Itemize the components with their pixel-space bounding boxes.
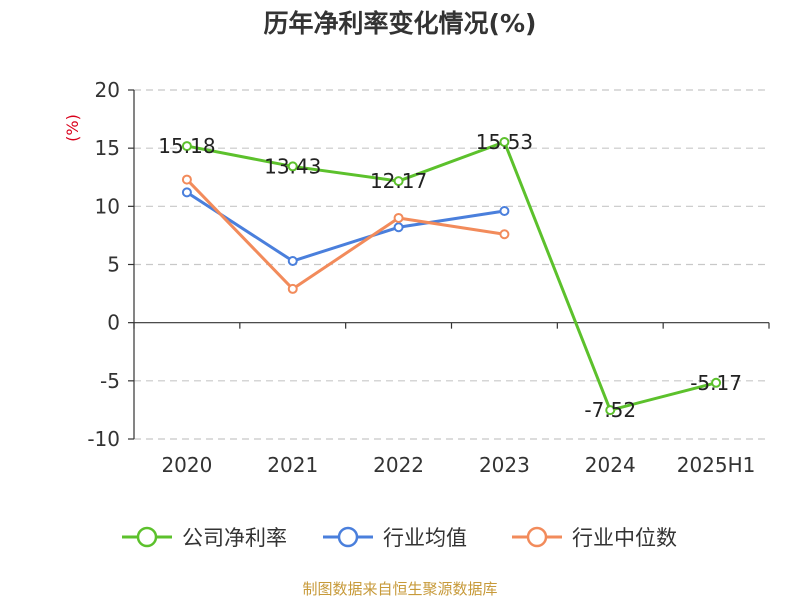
data-label: 12.17	[370, 169, 427, 193]
data-label: -7.52	[584, 398, 636, 422]
legend-marker-icon	[337, 526, 359, 548]
y-tick-label: 20	[95, 78, 120, 102]
x-tick-label: 2025H1	[677, 453, 756, 477]
legend-label: 行业中位数	[572, 526, 677, 550]
data-label: 13.43	[264, 154, 321, 178]
legend-marker-icon	[526, 526, 548, 548]
data-point[interactable]	[181, 187, 192, 198]
data-point[interactable]	[287, 283, 298, 294]
data-point[interactable]	[393, 176, 404, 187]
legend-item-0[interactable]: 公司净利率	[122, 526, 287, 550]
legend-item-1[interactable]: 行业均值	[323, 526, 467, 550]
data-point[interactable]	[605, 405, 616, 416]
data-point[interactable]	[287, 256, 298, 267]
data-point[interactable]	[711, 377, 722, 388]
legend-label: 行业均值	[383, 526, 467, 550]
y-tick-label: 15	[95, 136, 120, 160]
y-tick-label: 5	[107, 253, 120, 277]
data-point[interactable]	[393, 212, 404, 223]
data-label: 15.18	[158, 134, 215, 158]
chart-title: 历年净利率变化情况(%)	[264, 9, 537, 38]
series-group	[181, 137, 722, 416]
legend-item-2[interactable]: 行业中位数	[512, 526, 677, 550]
data-label: -5.17	[690, 371, 742, 395]
data-point[interactable]	[287, 161, 298, 172]
series-line-2	[185, 178, 505, 291]
data-label: 15.53	[476, 130, 533, 154]
x-tick-label: 2020	[161, 453, 212, 477]
y-tick-label: -10	[87, 427, 120, 451]
x-tick-label: 2022	[373, 453, 424, 477]
data-point[interactable]	[181, 174, 192, 185]
series-line-0	[186, 140, 717, 412]
y-tick-label: -5	[100, 369, 120, 393]
data-point[interactable]	[499, 229, 510, 240]
grid-lines	[134, 89, 769, 440]
legend-marker-icon	[136, 526, 158, 548]
data-point[interactable]	[181, 141, 192, 152]
source-note: 制图数据来自恒生聚源数据库	[302, 580, 497, 598]
legend[interactable]: 公司净利率 行业均值 行业中位数	[122, 526, 677, 550]
data-point[interactable]	[499, 137, 510, 148]
legend-label: 公司净利率	[182, 526, 287, 550]
y-tick-label: 10	[95, 194, 120, 218]
x-tick-label: 2023	[479, 453, 530, 477]
series-line-1	[186, 191, 505, 263]
x-tick-label: 2021	[267, 453, 318, 477]
x-tick-label: 2024	[585, 453, 636, 477]
data-point[interactable]	[393, 222, 404, 233]
y-tick-label: 0	[107, 311, 120, 335]
data-labels: 15.18 13.43 12.17 15.53 -7.52 -5.17	[158, 130, 742, 422]
data-point[interactable]	[499, 205, 510, 216]
y-axis-label: (%)	[63, 114, 82, 142]
